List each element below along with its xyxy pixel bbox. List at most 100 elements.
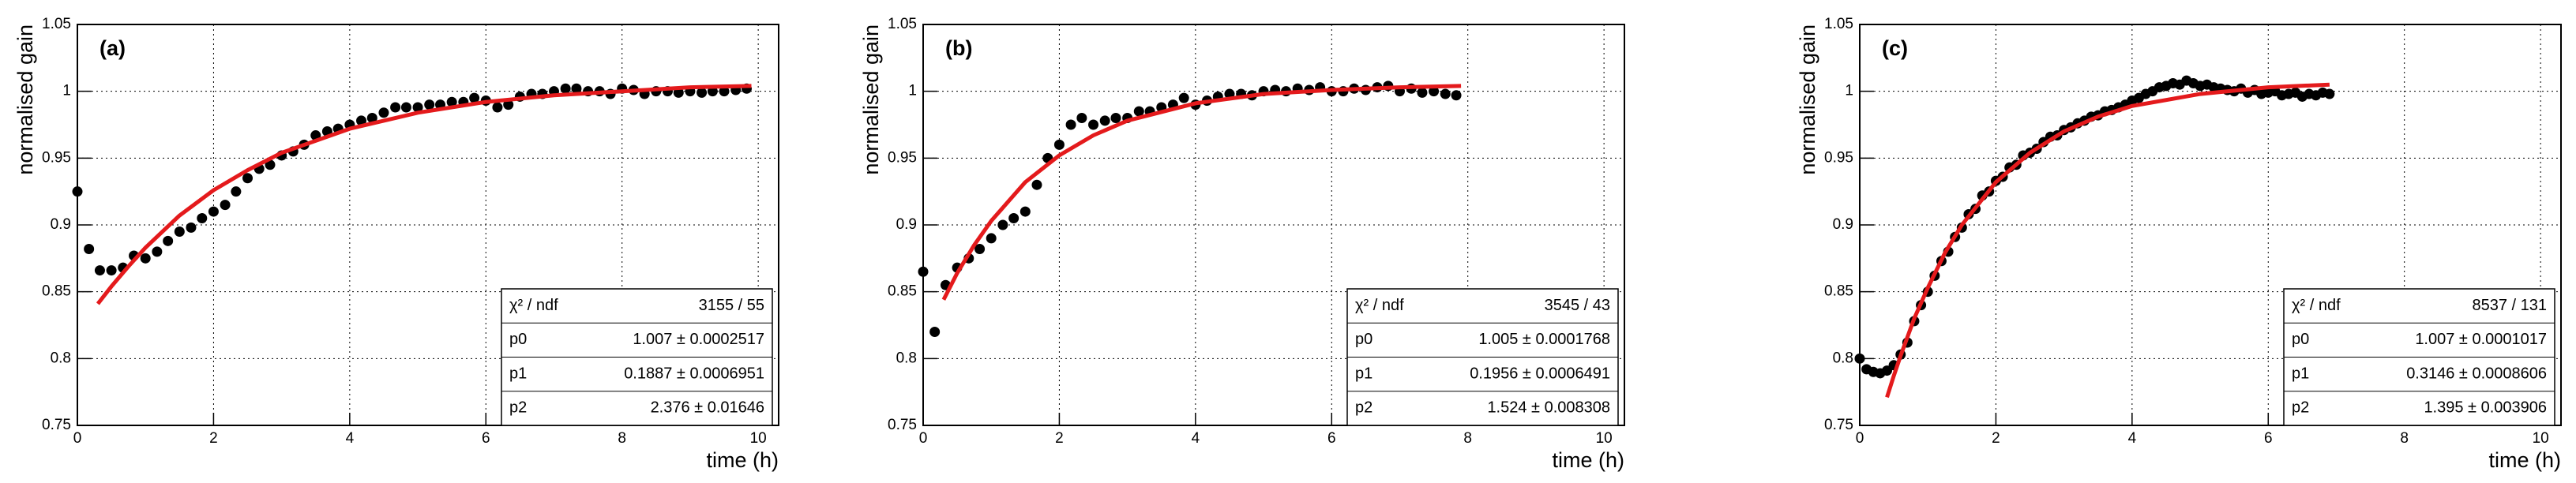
data-point bbox=[2324, 88, 2335, 99]
data-point bbox=[72, 186, 83, 197]
y-tick-label: 0.8 bbox=[896, 350, 917, 366]
data-point bbox=[446, 96, 457, 107]
stats-value: 3545 / 43 bbox=[1545, 297, 1610, 314]
fit-curve bbox=[96, 84, 752, 305]
data-point bbox=[1088, 119, 1099, 130]
x-tick-label: 0 bbox=[73, 430, 82, 447]
y-tick-label: 0.8 bbox=[1833, 350, 1853, 366]
y-axis-title: normalised gain bbox=[1796, 24, 1819, 175]
x-axis-title: time (h) bbox=[2488, 448, 2561, 472]
y-tick-label: 0.85 bbox=[1824, 283, 1853, 300]
data-point bbox=[231, 186, 242, 197]
x-axis-title: time (h) bbox=[706, 448, 779, 472]
stats-label: p1 bbox=[2292, 365, 2309, 382]
x-tick-label: 10 bbox=[750, 430, 767, 447]
data-point bbox=[503, 99, 514, 110]
stats-label: χ² / ndf bbox=[2292, 297, 2341, 314]
data-point bbox=[390, 102, 401, 113]
axes-frame bbox=[922, 24, 1625, 426]
x-tick-label: 8 bbox=[618, 430, 626, 447]
fit-curve bbox=[1885, 82, 2330, 399]
data-point bbox=[242, 173, 253, 184]
data-point bbox=[492, 102, 503, 113]
panel: 0.75 0.8 0.85 0.9 0.95 1 1.05 0 2 4 6 8 10 (c) time (h… bbox=[1796, 16, 2562, 472]
y-tick-label: 0.85 bbox=[42, 283, 71, 300]
data-point bbox=[1417, 87, 1428, 98]
fit-curve bbox=[941, 84, 1462, 301]
data-point bbox=[208, 206, 219, 217]
y-tick-label: 0.75 bbox=[888, 417, 917, 433]
data-point bbox=[1429, 86, 1440, 97]
x-tick-label: 2 bbox=[1055, 430, 1064, 447]
stats-label: p1 bbox=[509, 365, 527, 382]
stats-label: p2 bbox=[2292, 399, 2309, 417]
stats-value: 0.1887 ± 0.0006951 bbox=[624, 365, 764, 382]
data-point bbox=[106, 265, 117, 276]
data-point bbox=[1053, 139, 1065, 150]
y-tick-label: 0.9 bbox=[896, 216, 917, 233]
data-point bbox=[929, 326, 941, 337]
data-point bbox=[974, 243, 986, 254]
data-point bbox=[174, 226, 185, 237]
data-point bbox=[366, 113, 377, 124]
stats-value: 0.3146 ± 0.0008606 bbox=[2406, 365, 2547, 382]
data-point bbox=[1440, 88, 1451, 99]
stats-value: 1.395 ± 0.003906 bbox=[2424, 399, 2547, 417]
y-axis-title: normalised gain bbox=[13, 24, 37, 175]
data-point bbox=[1076, 113, 1087, 124]
x-tick-label: 4 bbox=[2128, 430, 2137, 447]
data-point bbox=[1110, 113, 1121, 124]
x-tick-label: 4 bbox=[1192, 430, 1200, 447]
y-tick-label: 1 bbox=[1845, 83, 1853, 99]
data-point bbox=[571, 83, 582, 94]
data-point bbox=[265, 159, 276, 170]
axes-frame bbox=[77, 24, 779, 426]
y-axis-title: normalised gain bbox=[859, 24, 883, 175]
x-tick-label: 0 bbox=[919, 430, 928, 447]
stats-label: p1 bbox=[1355, 365, 1372, 382]
data-point bbox=[719, 86, 730, 97]
stats-label: p2 bbox=[1355, 399, 1372, 417]
y-tick-label: 1.05 bbox=[42, 16, 71, 32]
x-tick-label: 10 bbox=[2533, 430, 2549, 447]
x-tick-label: 6 bbox=[1327, 430, 1336, 447]
stats-label: χ² / ndf bbox=[1355, 297, 1404, 314]
stats-value: 0.1956 ± 0.0006491 bbox=[1470, 365, 1610, 382]
data-point bbox=[1099, 115, 1110, 126]
data-point bbox=[997, 219, 1008, 230]
y-tick-label: 0.95 bbox=[42, 149, 71, 166]
y-tick-label: 1.05 bbox=[1824, 16, 1853, 32]
stats-label: χ² / ndf bbox=[509, 297, 558, 314]
panel: 0.75 0.8 0.85 0.9 0.95 1 1.05 0 2 4 6 8 10 (a) time (h… bbox=[13, 16, 779, 472]
data-point bbox=[1451, 90, 1462, 101]
data-point bbox=[197, 213, 208, 224]
y-tick-label: 0.95 bbox=[888, 149, 917, 166]
data-point bbox=[378, 107, 389, 118]
y-tick-label: 0.85 bbox=[888, 283, 917, 300]
data-point bbox=[469, 92, 480, 103]
data-point bbox=[424, 99, 435, 110]
x-tick-label: 10 bbox=[1596, 430, 1613, 447]
data-point bbox=[186, 222, 197, 233]
data-point bbox=[140, 253, 151, 264]
y-tick-label: 0.75 bbox=[42, 417, 71, 433]
data-point bbox=[1178, 92, 1189, 103]
y-tick-label: 1.05 bbox=[888, 16, 917, 32]
data-point bbox=[400, 102, 411, 113]
x-tick-label: 0 bbox=[1856, 430, 1864, 447]
y-tick-label: 0.9 bbox=[51, 216, 71, 233]
data-point bbox=[697, 87, 708, 98]
panel-label: (b) bbox=[945, 36, 972, 60]
panel: 0.75 0.8 0.85 0.9 0.95 1 1.05 0 2 4 6 8 10 (b) time (h… bbox=[859, 16, 1625, 472]
data-point bbox=[356, 115, 367, 126]
data-point bbox=[986, 233, 997, 244]
y-tick-label: 1 bbox=[908, 83, 917, 99]
data-point bbox=[94, 265, 105, 276]
data-point bbox=[560, 83, 571, 94]
y-tick-label: 0.75 bbox=[1824, 417, 1853, 433]
stats-value: 1.005 ± 0.0001768 bbox=[1478, 331, 1610, 348]
data-point bbox=[220, 200, 231, 211]
data-point bbox=[918, 266, 929, 277]
y-tick-label: 0.95 bbox=[1824, 149, 1853, 166]
